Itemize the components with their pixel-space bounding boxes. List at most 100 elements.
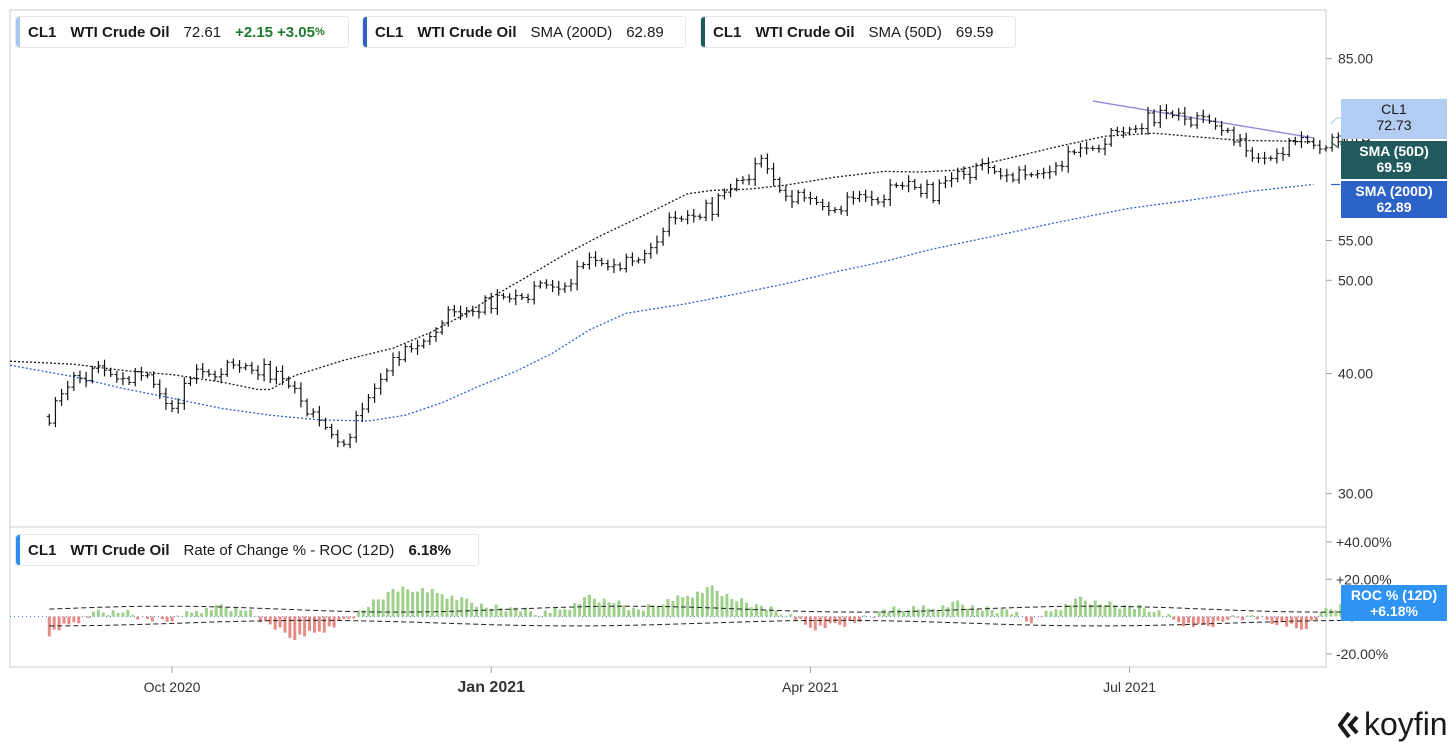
roc-bar [278,616,282,628]
roc-bar [1196,616,1200,624]
roc-bar [980,610,984,617]
roc-bar [627,610,631,617]
legend-sma-200[interactable]: CL1 WTI Crude Oil SMA (200D) 62.89 [362,16,686,48]
roc-bar [578,603,582,617]
roc-bar [789,614,793,617]
roc-bar [1290,616,1294,624]
roc-bar [357,610,361,617]
roc-bar [754,604,758,617]
roc-bar [77,616,81,624]
roc-bar [1265,616,1269,620]
roc-bar [1078,596,1082,617]
roc-bar [268,616,272,625]
roc-bar [1044,610,1048,617]
roc-bar [47,616,51,637]
roc-bar [362,610,366,617]
roc-bar [1211,616,1215,628]
roc-bar [519,611,523,617]
roc-bar [62,616,66,624]
roc-bar [1074,598,1078,617]
roc-bar [204,608,208,617]
roc-bar [700,593,704,617]
tag-cl1-label: CL1 [1381,101,1407,117]
roc-bar [1054,609,1058,617]
roc-bar [558,609,562,617]
roc-bar [666,599,670,617]
roc-bar [853,616,857,623]
roc-bar [514,607,518,617]
legend-name: WTI Crude Oil [70,541,170,559]
roc-bar [961,604,965,617]
roc-bar [529,611,533,617]
roc-bar [386,591,390,617]
legend-roc-color [16,535,20,565]
roc-bar [1113,605,1117,617]
roc-bar [641,610,645,617]
roc-bar [563,609,567,617]
roc-bar [371,599,375,617]
roc-bar [1280,616,1284,623]
roc-upper-band [49,605,1376,613]
roc-bar [1098,604,1102,617]
legend-pct-sign: % [315,26,325,38]
roc-bar [288,616,292,638]
roc-bar [504,611,508,617]
roc-bar [52,616,56,630]
x-tick-label: Jul 2021 [1103,679,1156,695]
roc-bar [887,611,891,617]
roc-bar [489,608,493,617]
roc-bar [1167,613,1171,617]
roc-bar [1005,609,1009,617]
price-tick-label: 85.00 [1338,51,1373,67]
tag-roc-value: +6.18% [1370,603,1418,619]
roc-bar [858,616,862,622]
roc-bar [116,612,120,617]
roc-bar [327,616,331,627]
roc-bar [524,607,528,617]
roc-bar [1152,612,1156,617]
roc-bar [538,615,542,617]
roc-bar [106,615,110,617]
roc-bar [813,616,817,631]
roc-bar [1024,616,1028,622]
legend-name: WTI Crude Oil [755,23,855,41]
roc-bar [1049,611,1053,617]
roc-bar [617,600,621,617]
roc-bars [47,585,1372,641]
roc-tick-label: +40.00% [1336,534,1392,550]
roc-bar [239,610,243,617]
legend-symbol: CL1 [28,541,57,559]
roc-bar [342,616,346,620]
roc-bar [470,602,474,617]
roc-bar [460,597,464,617]
roc-bar [131,614,135,617]
roc-bar [185,611,189,617]
legend-value: 69.59 [955,23,994,41]
legend-cl1-color [16,17,20,47]
roc-bar [1216,616,1220,621]
roc-bar [1334,610,1338,617]
tag-roc-label: ROC % (12D) [1350,587,1438,603]
roc-bar [651,605,655,617]
roc-bar [332,616,336,628]
legend-indicator: Rate of Change % - ROC (12D) [183,541,395,559]
roc-bar [1103,605,1107,617]
legend-sma-50[interactable]: CL1 WTI Crude Oil SMA (50D) 69.59 [700,16,1016,48]
legend-value: 6.18% [408,541,451,559]
roc-bar [1245,615,1249,617]
x-tick-label: Apr 2021 [782,679,839,695]
legend-change-pct: +3.05 [277,23,315,41]
legend-name: WTI Crude Oil [417,23,517,41]
legend-cl1[interactable]: CL1 WTI Crude Oil 72.61 +2.15 +3.05 % [15,16,349,48]
roc-bar [1270,616,1274,625]
price-tick-label: 50.00 [1338,272,1373,288]
roc-bar [401,586,405,617]
legend-roc[interactable]: CL1 WTI Crude Oil Rate of Change % - ROC… [15,534,479,566]
roc-bar [774,610,778,617]
roc-bar [1064,603,1068,617]
roc-bar [794,616,798,621]
roc-bar [749,607,753,617]
roc-bar [622,605,626,617]
roc-bar [165,616,169,622]
